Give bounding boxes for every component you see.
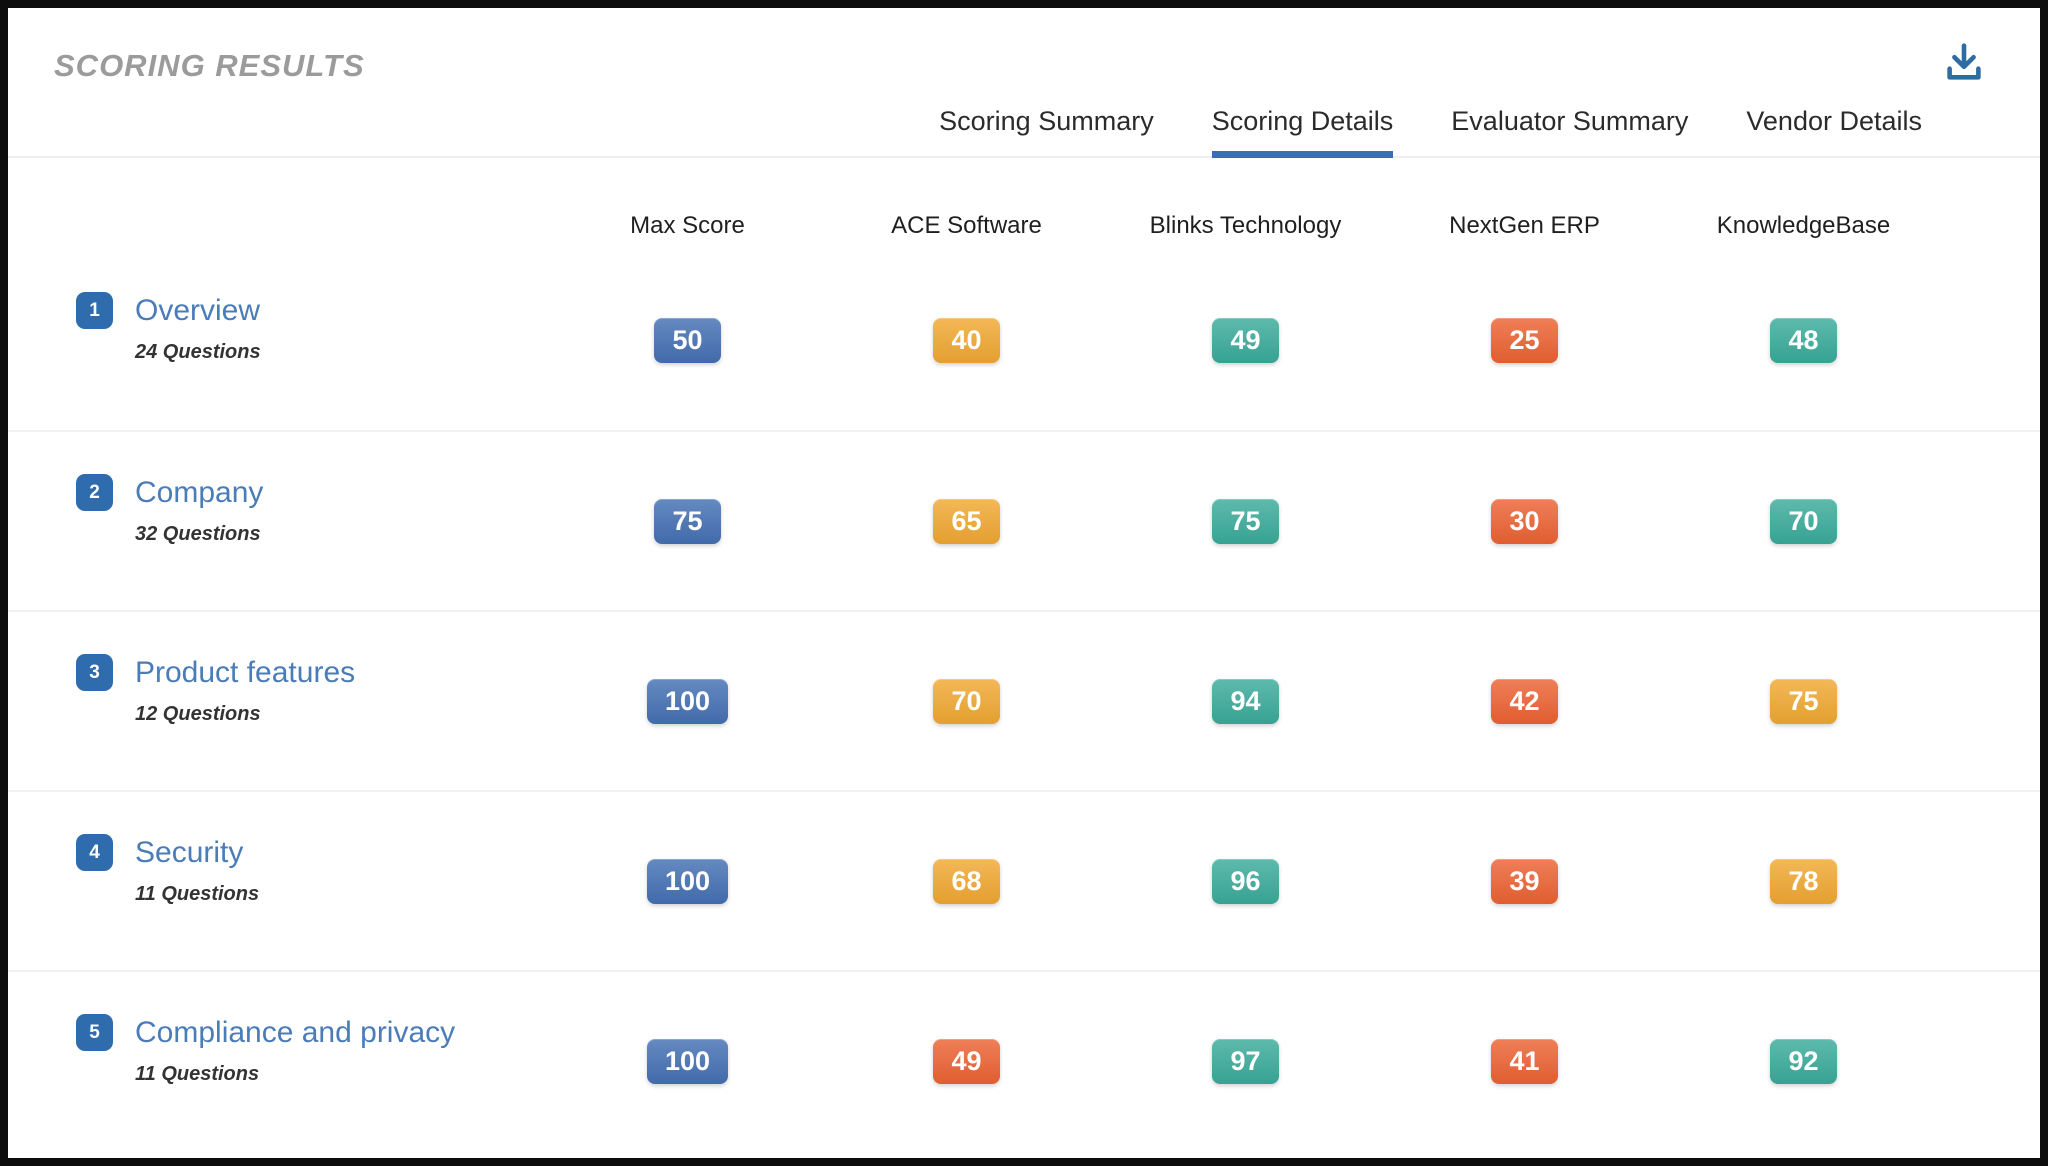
category-number-badge: 1 — [76, 292, 113, 329]
header: SCORING RESULTS Scoring Summary Scoring … — [8, 8, 2040, 158]
score-badge: 96 — [1212, 858, 1279, 904]
tab-vendor-details[interactable]: Vendor Details — [1746, 106, 1922, 136]
column-header-vendor-4: KnowledgeBase — [1716, 212, 1891, 239]
category-link[interactable]: Security — [135, 835, 244, 869]
category-cell: 1 Overview 24 Questions — [8, 250, 548, 364]
table-row: 3 Product features 12 Questions 100 70 9… — [8, 610, 2040, 790]
score-badge: 39 — [1491, 858, 1558, 904]
score-badge: 42 — [1491, 678, 1558, 724]
score-badge: 70 — [933, 678, 1000, 724]
category-number-badge: 5 — [76, 1014, 113, 1051]
page-title: SCORING RESULTS — [54, 48, 365, 83]
column-header-vendor-1: ACE Software — [891, 212, 1042, 239]
column-header-row: Max Score ACE Software Blinks Technology… — [8, 158, 2040, 250]
category-link[interactable]: Product features — [135, 655, 356, 689]
column-header-max-score: Max Score — [630, 212, 745, 239]
download-button[interactable] — [1938, 36, 1990, 88]
category-cell: 3 Product features 12 Questions — [8, 612, 548, 726]
score-badge: 75 — [654, 498, 721, 544]
score-badge: 75 — [1212, 498, 1279, 544]
tab-evaluator-summary[interactable]: Evaluator Summary — [1451, 106, 1689, 136]
category-number-badge: 4 — [76, 834, 113, 871]
table-row: 2 Company 32 Questions 75 65 75 30 70 — [8, 430, 2040, 610]
score-badge: 97 — [1212, 1038, 1279, 1084]
category-questions: 24 Questions — [135, 341, 261, 363]
category-questions: 12 Questions — [135, 703, 261, 725]
score-badge: 40 — [933, 317, 1000, 363]
tab-scoring-details[interactable]: Scoring Details — [1211, 106, 1394, 158]
category-number-badge: 2 — [76, 474, 113, 511]
category-cell: 4 Security 11 Questions — [8, 792, 548, 906]
table-row: 5 Compliance and privacy 11 Questions 10… — [8, 970, 2040, 1150]
category-cell: 2 Company 32 Questions — [8, 432, 548, 546]
score-badge: 100 — [646, 1038, 729, 1084]
column-header-vendor-3: NextGen ERP — [1449, 212, 1600, 239]
score-badge: 41 — [1491, 1038, 1558, 1084]
category-cell: 5 Compliance and privacy 11 Questions — [8, 972, 548, 1086]
category-link[interactable]: Compliance and privacy — [135, 1015, 456, 1049]
category-link[interactable]: Overview — [135, 293, 261, 327]
score-badge: 49 — [1212, 317, 1279, 363]
table-row: 1 Overview 24 Questions 50 40 49 25 48 — [8, 250, 2040, 430]
column-header-vendor-2: Blinks Technology — [1149, 212, 1342, 239]
score-badge: 92 — [1770, 1038, 1837, 1084]
category-questions: 11 Questions — [135, 1063, 260, 1085]
score-badge: 50 — [654, 317, 721, 363]
category-questions: 32 Questions — [135, 523, 261, 545]
score-badge: 49 — [933, 1038, 1000, 1084]
score-badge: 100 — [646, 858, 729, 904]
score-badge: 70 — [1770, 498, 1837, 544]
table-row: 4 Security 11 Questions 100 68 96 39 78 — [8, 790, 2040, 970]
score-badge: 94 — [1212, 678, 1279, 724]
score-badge: 68 — [933, 858, 1000, 904]
score-badge: 30 — [1491, 498, 1558, 544]
category-number-badge: 3 — [76, 654, 113, 691]
score-badge: 78 — [1770, 858, 1837, 904]
category-link[interactable]: Company — [135, 475, 264, 509]
scoring-table: Max Score ACE Software Blinks Technology… — [8, 158, 2040, 1150]
score-badge: 65 — [933, 498, 1000, 544]
score-badge: 48 — [1770, 317, 1837, 363]
tab-bar: Scoring Summary Scoring Details Evaluato… — [939, 106, 1922, 158]
category-questions: 11 Questions — [135, 883, 260, 905]
scoring-results-panel: SCORING RESULTS Scoring Summary Scoring … — [8, 8, 2040, 1158]
score-badge: 75 — [1770, 678, 1837, 724]
score-badge: 100 — [646, 678, 729, 724]
score-badge: 25 — [1491, 317, 1558, 363]
download-icon — [1947, 43, 1981, 80]
tab-scoring-summary[interactable]: Scoring Summary — [939, 106, 1154, 136]
